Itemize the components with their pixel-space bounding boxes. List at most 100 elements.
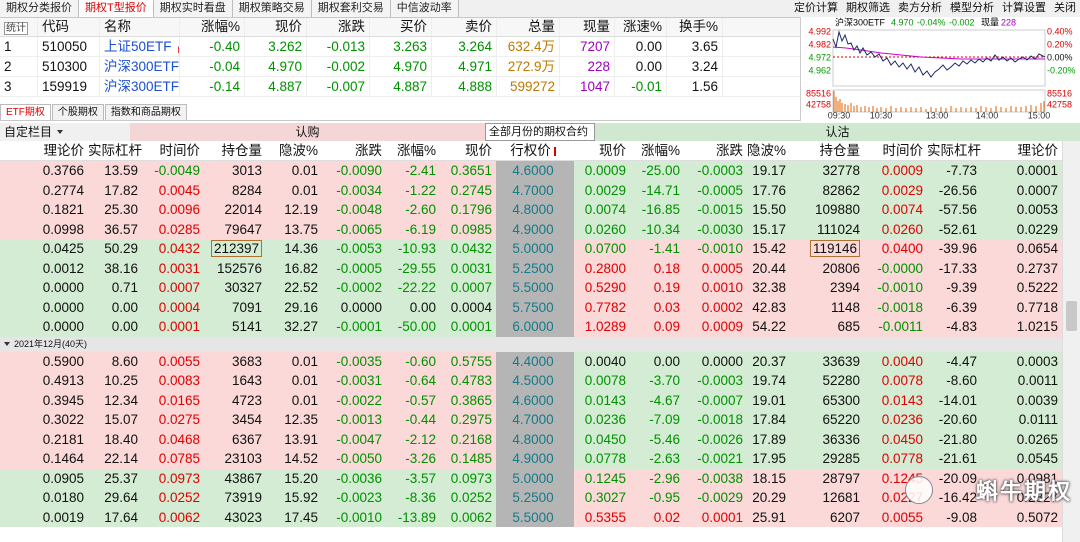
sub-tab[interactable]: 指数和商品期权 bbox=[104, 104, 187, 120]
quote-cell: 272.9万 bbox=[497, 57, 560, 76]
option-value: -0.0053 bbox=[336, 241, 382, 256]
option-cell: -20.09 bbox=[927, 468, 981, 488]
option-header-cell: 持仓量 bbox=[790, 141, 864, 160]
option-cell: 0.0001 bbox=[142, 317, 204, 337]
option-cell: -16.42 bbox=[927, 488, 981, 508]
option-cell: -25.00 bbox=[630, 161, 684, 181]
option-value: 0.0111 bbox=[1018, 412, 1058, 427]
option-value: 0.2975 bbox=[450, 412, 492, 427]
quote-cell: 599272 bbox=[497, 77, 560, 96]
month-select[interactable]: 全部月份的期权合约 bbox=[485, 123, 595, 149]
option-cell: 0.0039 bbox=[981, 390, 1062, 410]
top-tab[interactable]: 期权分类报价 bbox=[0, 0, 79, 17]
sub-tab[interactable]: 个股期权 bbox=[51, 104, 104, 120]
option-value: 15.07 bbox=[104, 412, 138, 427]
quote-cell: 沪深300ETFR bbox=[100, 77, 180, 96]
mini-time-label: 13:00 bbox=[926, 110, 949, 120]
mini-right-tick: 0.00% bbox=[1047, 52, 1073, 62]
option-cell: 12.34 bbox=[88, 390, 142, 410]
r-flag: R bbox=[178, 45, 179, 55]
option-cell: 25.37 bbox=[88, 468, 142, 488]
quote-value: 4.971 bbox=[458, 59, 492, 74]
toolbar: 自定栏目 认购 全部月份的期权合约 认沽 bbox=[0, 123, 1080, 149]
option-cell: 43867 bbox=[204, 468, 266, 488]
strike-price: 4.5000 bbox=[512, 373, 554, 388]
tool-button[interactable]: 期权筛选 bbox=[846, 2, 890, 14]
column-header: 代码 bbox=[42, 19, 69, 34]
option-value: -1.41 bbox=[649, 241, 680, 256]
strike-price: 5.2500 bbox=[512, 260, 554, 276]
option-value: -4.83 bbox=[946, 319, 977, 334]
option-value: -21.61 bbox=[938, 451, 977, 466]
option-value: 0.01 bbox=[291, 353, 318, 369]
option-cell: -0.0015 bbox=[684, 200, 747, 220]
top-tab[interactable]: 期权实时看盘 bbox=[153, 0, 233, 17]
option-cell: 0.0973 bbox=[142, 468, 204, 488]
mini-time-label: 10:30 bbox=[870, 110, 893, 120]
option-value: -2.96 bbox=[649, 470, 680, 486]
scrollbar[interactable] bbox=[1062, 141, 1080, 542]
quote-cell: 632.4万 bbox=[497, 37, 560, 56]
option-header-cell: 行权价 bbox=[496, 141, 574, 160]
option-cell: -4.83 bbox=[927, 317, 981, 337]
option-cell: 22014 bbox=[204, 200, 266, 220]
option-cell: 0.0062 bbox=[440, 507, 496, 527]
column-header: 涨幅% bbox=[640, 143, 680, 158]
stat-button[interactable]: 统计 bbox=[4, 22, 28, 35]
column-header: 涨幅% bbox=[200, 19, 240, 34]
option-value: 7091 bbox=[231, 299, 262, 315]
option-cell: -16.85 bbox=[630, 200, 684, 220]
sub-tab[interactable]: ETF期权 bbox=[0, 104, 51, 120]
tool-button[interactable]: 模型分析 bbox=[950, 2, 994, 14]
option-value: 0.0078 bbox=[584, 373, 626, 388]
option-cell: 29285 bbox=[790, 449, 864, 469]
top-tab[interactable]: 期权策略交易 bbox=[232, 0, 312, 17]
option-value: 0.0236 bbox=[584, 412, 626, 427]
option-cell: -6.19 bbox=[386, 219, 440, 239]
column-header: 行权价 bbox=[510, 143, 551, 158]
top-tab[interactable]: 期权T型报价 bbox=[79, 0, 154, 17]
option-value: 0.0432 bbox=[158, 241, 200, 256]
option-value: 0.0165 bbox=[158, 392, 200, 408]
tool-button[interactable]: 卖方分析 bbox=[898, 2, 942, 14]
quote-header-cell: 买价 bbox=[370, 18, 432, 36]
option-cell: 54.22 bbox=[747, 317, 790, 337]
option-row: 0.5900 8.60 0.0055 3683 0.01 -0.0035 -0.60 0.57… bbox=[0, 351, 1062, 371]
custom-columns[interactable]: 自定栏目 bbox=[0, 123, 130, 141]
quote-value: -0.007 bbox=[326, 79, 365, 94]
mini-plot-frame bbox=[832, 29, 1046, 87]
top-tab[interactable]: 中信波动率 bbox=[390, 0, 459, 17]
option-cell: 0.0981 bbox=[981, 468, 1062, 488]
option-cell: 0.0009 bbox=[684, 317, 747, 337]
option-cell: 42.83 bbox=[747, 297, 790, 317]
option-value: 18.40 bbox=[104, 431, 138, 447]
option-value: 17.64 bbox=[104, 509, 138, 525]
tool-button[interactable]: 计算设置 bbox=[1002, 2, 1046, 14]
option-cell: 30327 bbox=[204, 278, 266, 298]
option-value: 8284 bbox=[231, 182, 262, 198]
option-value: 0.0074 bbox=[584, 202, 626, 217]
tool-button[interactable]: 关闭 bbox=[1054, 2, 1076, 14]
tool-button[interactable]: 定价计算 bbox=[794, 2, 838, 14]
option-value: -10.93 bbox=[397, 241, 436, 256]
quote-header-cell: 现量 bbox=[560, 18, 615, 36]
top-tab[interactable]: 期权套利交易 bbox=[311, 0, 391, 17]
option-cell: 0.0012 bbox=[0, 258, 88, 278]
scroll-thumb[interactable] bbox=[1066, 301, 1077, 331]
option-value: 0.0260 bbox=[584, 221, 626, 237]
row-number: 1 bbox=[4, 39, 12, 54]
option-value: 0.0468 bbox=[158, 431, 200, 447]
option-cell: -21.80 bbox=[927, 429, 981, 449]
option-value: -52.61 bbox=[938, 221, 977, 237]
option-cell: 0.00 bbox=[88, 297, 142, 317]
column-header: 时间价 bbox=[159, 143, 201, 158]
option-cell: 0.0785 bbox=[142, 449, 204, 469]
option-value: -0.0049 bbox=[154, 163, 200, 178]
option-value: -0.0022 bbox=[336, 392, 382, 408]
watermark-icon bbox=[905, 476, 933, 504]
option-value: 0.0998 bbox=[42, 221, 84, 237]
option-cell: 109880 bbox=[790, 200, 864, 220]
option-cell: 33639 bbox=[790, 351, 864, 371]
option-value: 1.0215 bbox=[1016, 319, 1058, 334]
option-value: 15.50 bbox=[752, 202, 786, 217]
